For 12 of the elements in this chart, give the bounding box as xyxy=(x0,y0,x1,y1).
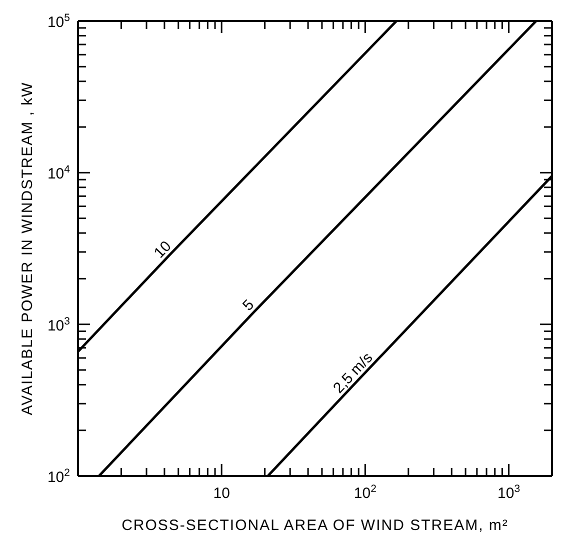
x-axis-title: CROSS-SECTIONAL AREA OF WIND STREAM, m² xyxy=(122,517,508,534)
y-tick-label: 10$^{2}$ xyxy=(47,467,70,486)
y-axis-title: AVAILABLE POWER IN WINDSTREAM , kW xyxy=(19,82,36,416)
text: 5 xyxy=(240,296,258,314)
x-tick-label: 10$^{3}$ xyxy=(498,483,520,502)
text: 2,5 m/s xyxy=(330,349,376,397)
y-tick-label: 10$^{3}$ xyxy=(47,315,70,334)
text: 10 xyxy=(150,238,175,262)
y-tick-label: 10$^{5}$ xyxy=(47,12,70,31)
y-tick-label: 10$^{4}$ xyxy=(47,164,70,183)
x-tick-label: 10$^{2}$ xyxy=(354,483,377,502)
x-tick-label: 10 xyxy=(213,485,230,502)
